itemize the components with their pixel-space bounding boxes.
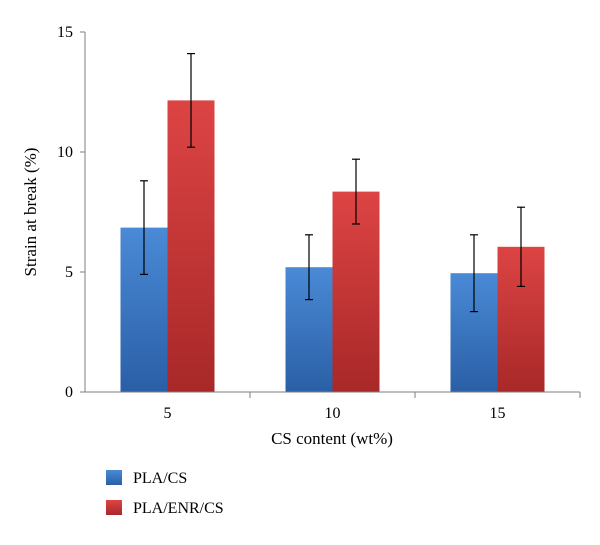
bar-pla-enr-cs-5 bbox=[167, 100, 215, 393]
error-bars-layer bbox=[140, 52, 525, 313]
x-tick-label: 10 bbox=[325, 405, 341, 422]
y-tick-label: 10 bbox=[57, 144, 73, 161]
legend: PLA/CS PLA/ENR/CS bbox=[106, 470, 224, 517]
x-tick-label: 5 bbox=[164, 405, 172, 422]
x-axis-title: CS content (wt%) bbox=[271, 429, 393, 448]
y-tick-label: 5 bbox=[65, 264, 73, 281]
x-tick-label: 15 bbox=[490, 405, 506, 422]
axes bbox=[84, 32, 580, 393]
bars-layer bbox=[120, 100, 545, 393]
bar-pla-enr-cs-10 bbox=[332, 191, 380, 392]
y-tick-label: 0 bbox=[65, 384, 73, 401]
y-tick-label: 15 bbox=[57, 24, 73, 41]
y-axis-title: Strain at break (%) bbox=[21, 148, 40, 277]
legend-swatch-pla-enr-cs bbox=[106, 500, 122, 515]
ticks-layer: 5 10 15 0 5 10 15 bbox=[57, 24, 581, 422]
legend-swatch-pla-cs bbox=[106, 470, 122, 485]
legend-label-pla-cs: PLA/CS bbox=[133, 470, 187, 487]
legend-label-pla-enr-cs: PLA/ENR/CS bbox=[133, 500, 224, 517]
